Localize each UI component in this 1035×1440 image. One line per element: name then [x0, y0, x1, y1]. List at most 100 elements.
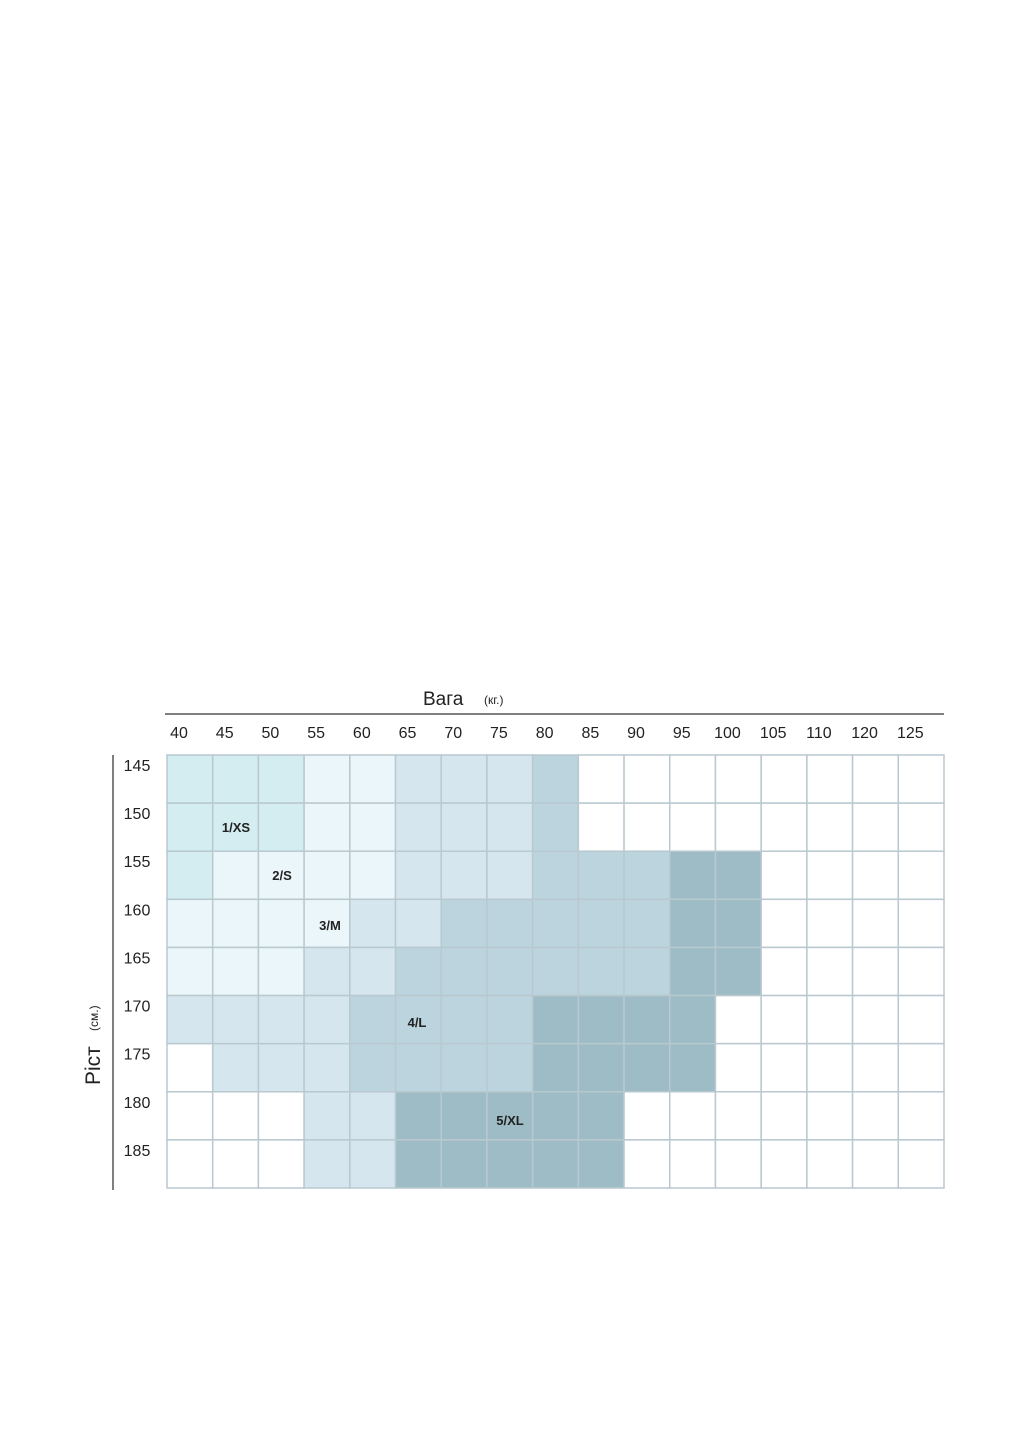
cell	[760, 946, 808, 997]
cell	[257, 946, 305, 997]
cell	[897, 850, 945, 901]
cell	[806, 1091, 854, 1141]
cell	[166, 802, 214, 852]
cell	[440, 1042, 488, 1093]
cell	[166, 850, 214, 901]
cell	[394, 946, 442, 997]
cell	[851, 1042, 900, 1093]
cell	[303, 898, 351, 949]
cell	[760, 754, 808, 804]
cell	[714, 754, 762, 804]
cell	[531, 994, 580, 1045]
height-label: 145	[124, 758, 151, 775]
cell	[669, 946, 717, 997]
weight-unit: (кг.)	[484, 693, 504, 707]
cell	[897, 994, 945, 1045]
cell	[531, 946, 580, 997]
weight-label: 80	[536, 725, 554, 742]
cell	[851, 946, 900, 997]
cell	[623, 1042, 671, 1093]
cell	[166, 994, 214, 1045]
cell	[714, 1042, 762, 1093]
cell	[531, 802, 580, 852]
size-label: 5/XL	[496, 1113, 524, 1128]
cell	[623, 1139, 671, 1189]
cell	[531, 754, 580, 804]
cell	[394, 754, 442, 804]
cell	[486, 850, 534, 901]
height-label: 150	[124, 806, 151, 823]
cell	[303, 850, 351, 901]
cell	[394, 1139, 442, 1189]
height-unit: (см.)	[87, 1005, 101, 1031]
height-label: 170	[124, 999, 151, 1016]
cell	[211, 994, 260, 1045]
height-label: 160	[124, 902, 151, 919]
cell	[531, 850, 580, 901]
cell	[669, 898, 717, 949]
cell	[577, 1091, 625, 1141]
cell	[211, 946, 260, 997]
cell	[349, 898, 397, 949]
cell	[851, 898, 900, 949]
size-label: 1/XS	[222, 820, 251, 835]
cell	[577, 1042, 625, 1093]
cell	[257, 802, 305, 852]
cell	[623, 898, 671, 949]
cell	[349, 754, 397, 804]
cell	[394, 1091, 442, 1141]
cell	[486, 1042, 534, 1093]
cell	[623, 946, 671, 997]
cell	[211, 1091, 260, 1141]
cell	[440, 1091, 488, 1141]
cell	[486, 946, 534, 997]
weight-label: 85	[581, 725, 599, 742]
cell	[851, 1139, 900, 1189]
weight-label: 125	[897, 725, 924, 742]
cell	[897, 754, 945, 804]
cell	[851, 994, 900, 1045]
cell	[257, 1091, 305, 1141]
cell	[486, 754, 534, 804]
weight-label: 70	[444, 725, 462, 742]
cell	[531, 1139, 580, 1189]
cell	[577, 946, 625, 997]
cell	[806, 754, 854, 804]
cell	[257, 1042, 305, 1093]
cell	[623, 754, 671, 804]
cell	[440, 850, 488, 901]
size-label: 3/M	[319, 918, 341, 933]
cell	[166, 1042, 214, 1093]
cell	[760, 994, 808, 1045]
weight-label: 50	[262, 725, 280, 742]
cell	[531, 1042, 580, 1093]
cell	[257, 898, 305, 949]
cell	[577, 1139, 625, 1189]
cell	[531, 1091, 580, 1141]
cell	[897, 946, 945, 997]
cell	[760, 850, 808, 901]
cell	[806, 898, 854, 949]
cell	[669, 1139, 717, 1189]
cell	[760, 1139, 808, 1189]
weight-title: Вага	[423, 689, 464, 710]
cell	[577, 898, 625, 949]
weight-label: 65	[399, 725, 417, 742]
cell	[349, 1091, 397, 1141]
cell	[577, 754, 625, 804]
weight-label: 75	[490, 725, 508, 742]
cell	[714, 994, 762, 1045]
cell	[897, 898, 945, 949]
height-label: 165	[124, 950, 151, 967]
weight-label: 55	[307, 725, 325, 742]
cell	[714, 1091, 762, 1141]
weight-label: 40	[170, 725, 188, 742]
cell	[897, 1139, 945, 1189]
cell	[440, 946, 488, 997]
cell	[486, 898, 534, 949]
cell	[760, 1042, 808, 1093]
cell	[166, 1139, 214, 1189]
cell	[806, 994, 854, 1045]
weight-label: 110	[806, 725, 832, 742]
cell	[303, 1139, 351, 1189]
